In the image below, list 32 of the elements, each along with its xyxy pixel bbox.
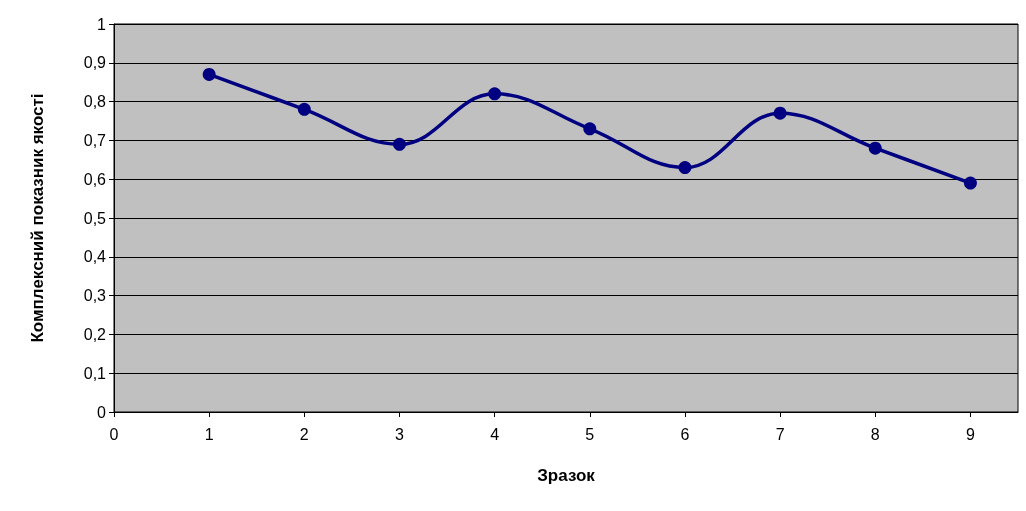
y-tick-label: 0,1 [83,364,107,382]
y-tick-label: 0,8 [83,93,107,111]
point [297,102,311,116]
point [392,137,406,151]
x-tick-label: 7 [775,425,785,443]
x-tick-label: 2 [299,425,309,443]
point [678,161,692,175]
x-tick-label: 3 [395,425,405,443]
y-tick-label: 0,3 [83,287,107,305]
y-tick-label: 0,5 [83,209,107,227]
x-tick-label: 6 [680,425,690,443]
y-tick-label: 0 [97,403,107,421]
point [963,176,977,190]
y-tick-label: 0,6 [83,170,107,188]
x-tick-label: 4 [490,425,500,443]
y-tick-label: 0,2 [83,325,107,343]
x-tick-label: 0 [109,425,119,443]
x-tick-label: 9 [965,425,975,443]
point [202,67,216,81]
y-tick-label: 0,4 [83,248,107,266]
y-tick-label: 1 [97,15,107,33]
y-tick-label: 0,7 [83,131,107,149]
point [488,87,502,101]
point [868,141,882,155]
x-tick-label: 8 [870,425,880,443]
point [583,122,597,136]
x-tick-label: 5 [585,425,595,443]
x-tick-label: 1 [204,425,214,443]
point [773,106,787,120]
y-axis-title: Комплексний показник якості [28,93,47,343]
x-axis-title: Зразок [537,466,596,485]
y-tick-label: 0,9 [83,54,107,72]
